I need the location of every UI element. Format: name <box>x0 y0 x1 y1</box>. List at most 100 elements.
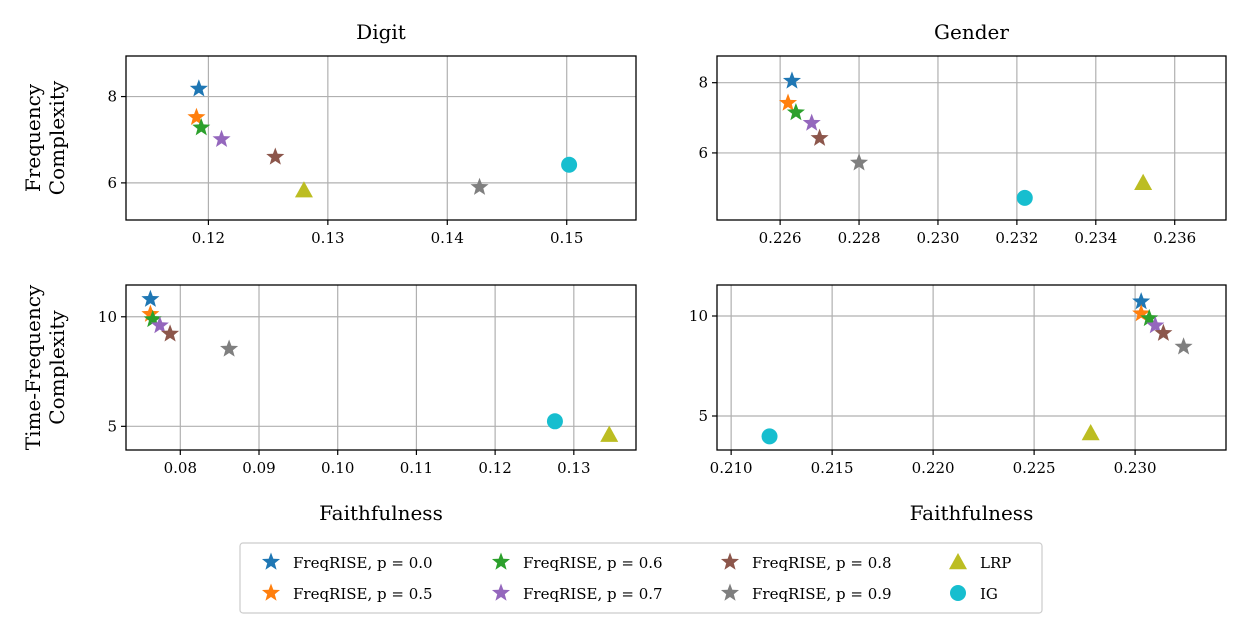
x-tick-label: 0.225 <box>1013 459 1056 477</box>
legend-label: FreqRISE, p = 0.6 <box>523 554 663 572</box>
point-p07 <box>150 316 169 334</box>
legend-marker-p00 <box>261 552 281 570</box>
point-p07 <box>1146 316 1165 334</box>
point-lrp <box>294 181 313 198</box>
point-p06 <box>786 103 805 121</box>
y-tick-label: 6 <box>698 144 708 162</box>
legend-label: IG <box>980 585 998 603</box>
y-tick-label: 10 <box>689 307 708 325</box>
x-tick-label: 0.230 <box>916 229 959 247</box>
x-tick-label: 0.11 <box>400 459 433 477</box>
x-tick-label: 0.232 <box>995 229 1038 247</box>
subplot-2: 0.226 0.228 0.230 0.232 0.234 0.236 6 8 Gender <box>698 20 1227 247</box>
y-tick-label: 5 <box>698 407 708 425</box>
x-tick-label: 0.12 <box>478 459 511 477</box>
y-tick-label: 8 <box>107 88 117 106</box>
point-p05 <box>187 107 206 125</box>
point-ig <box>761 428 778 445</box>
point-p09 <box>850 153 869 171</box>
point-p08 <box>161 324 180 342</box>
point-p05 <box>1132 304 1151 322</box>
point-p08 <box>266 147 285 165</box>
y-axis-label: Time-Frequency <box>21 284 45 450</box>
legend-box <box>239 542 1043 614</box>
point-lrp <box>1081 424 1100 441</box>
point-p08 <box>810 128 829 146</box>
x-tick-label: 0.13 <box>557 459 590 477</box>
point-p00 <box>189 79 208 97</box>
legend-item-p06: FreqRISE, p = 0.6 <box>491 552 663 572</box>
legend: FreqRISE, p = 0.0 FreqRISE, p = 0.5 FreqRI… <box>239 542 1043 614</box>
x-tick-label: 0.220 <box>912 459 955 477</box>
legend-item-p05: FreqRISE, p = 0.5 <box>261 583 433 603</box>
x-tick-label: 0.234 <box>1074 229 1117 247</box>
legend-marker-lrp <box>949 553 967 570</box>
point-p07 <box>212 129 231 147</box>
panel-title-gender: Gender <box>934 20 1009 44</box>
point-lrp <box>1134 173 1153 190</box>
x-axis-label: Faithfulness <box>319 501 443 525</box>
x-tick-label: 0.215 <box>811 459 854 477</box>
y-axis-label: Complexity <box>45 80 69 195</box>
x-tick-label: 0.12 <box>192 229 225 247</box>
legend-item-ig: IG <box>950 585 998 603</box>
point-p06 <box>1140 308 1159 327</box>
subplot-1: 0.12 0.13 0.14 0.15 6 8 Digit Frequency Complexi… <box>21 20 637 247</box>
point-p06 <box>192 118 211 136</box>
x-tick-label: 0.226 <box>759 229 802 247</box>
point-lrp <box>600 425 619 442</box>
point-ig <box>546 413 563 430</box>
axes-frame <box>716 55 1227 221</box>
point-p00 <box>782 71 801 89</box>
x-tick-label: 0.14 <box>431 229 464 247</box>
x-tick-label: 0.230 <box>1114 459 1157 477</box>
x-tick-label: 0.236 <box>1153 229 1196 247</box>
y-tick-label: 5 <box>107 417 117 435</box>
legend-marker-p07 <box>491 583 511 601</box>
y-axis-label: Complexity <box>45 310 69 425</box>
point-p05 <box>778 93 798 111</box>
legend-item-p08: FreqRISE, p = 0.8 <box>720 552 892 572</box>
point-ig <box>561 156 578 173</box>
point-p09 <box>220 339 239 357</box>
legend-label: FreqRISE, p = 0.9 <box>752 585 892 603</box>
legend-label: FreqRISE, p = 0.8 <box>752 554 892 572</box>
legend-marker-ig <box>950 585 966 601</box>
subplot-3: 0.08 0.09 0.10 0.11 0.12 0.13 5 10 Faithfulness T… <box>21 284 637 525</box>
point-p05 <box>141 304 160 322</box>
legend-item-p07: FreqRISE, p = 0.7 <box>491 583 663 603</box>
point-p08 <box>1154 323 1173 341</box>
point-p07 <box>802 113 821 131</box>
point-p00 <box>1132 292 1151 310</box>
x-tick-label: 0.15 <box>550 229 583 247</box>
x-tick-label: 0.210 <box>710 459 753 477</box>
legend-item-p09: FreqRISE, p = 0.9 <box>720 583 892 603</box>
x-tick-label: 0.13 <box>311 229 344 247</box>
legend-label: FreqRISE, p = 0.0 <box>293 554 433 572</box>
y-tick-label: 10 <box>98 308 117 326</box>
x-tick-label: 0.10 <box>321 459 354 477</box>
point-p06 <box>143 309 162 328</box>
x-tick-label: 0.08 <box>164 459 197 477</box>
axes-frame <box>716 284 1227 451</box>
legend-item-lrp: LRP <box>949 553 1011 572</box>
panel-title-digit: Digit <box>356 20 406 44</box>
axes-frame <box>125 284 637 451</box>
point-p09 <box>470 177 489 195</box>
legend-marker-p05 <box>261 583 281 601</box>
legend-item-p00: FreqRISE, p = 0.0 <box>261 552 433 572</box>
x-axis-label: Faithfulness <box>910 501 1034 525</box>
point-p09 <box>1174 337 1193 355</box>
x-tick-label: 0.09 <box>242 459 275 477</box>
point-p00 <box>141 289 160 307</box>
y-axis-label: Frequency <box>21 83 45 192</box>
legend-label: FreqRISE, p = 0.5 <box>293 585 433 603</box>
legend-marker-p08 <box>720 552 740 570</box>
legend-marker-p06 <box>491 552 511 570</box>
y-tick-label: 8 <box>698 74 708 92</box>
axes-frame <box>125 55 637 221</box>
point-ig <box>1016 189 1033 206</box>
legend-marker-p09 <box>720 583 740 601</box>
y-tick-label: 6 <box>107 174 117 192</box>
